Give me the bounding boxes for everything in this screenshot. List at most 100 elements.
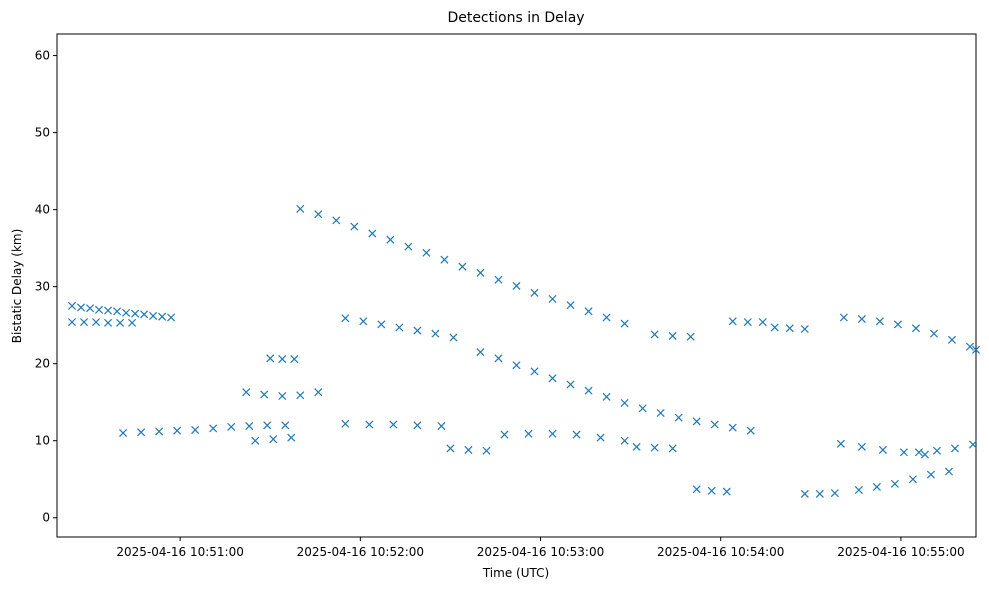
data-point bbox=[602, 392, 611, 401]
data-point bbox=[566, 301, 575, 310]
data-point bbox=[692, 485, 701, 494]
data-point bbox=[431, 329, 440, 338]
data-point bbox=[287, 433, 296, 442]
data-point bbox=[674, 413, 683, 422]
data-point bbox=[263, 421, 272, 430]
data-point bbox=[131, 309, 140, 318]
data-point bbox=[875, 317, 884, 326]
data-point bbox=[476, 348, 485, 357]
data-point bbox=[926, 470, 935, 479]
x-axis-label: Time (UTC) bbox=[482, 566, 549, 580]
data-point bbox=[365, 420, 374, 429]
data-point bbox=[95, 305, 104, 314]
data-point bbox=[158, 312, 167, 321]
data-point bbox=[872, 482, 881, 491]
data-point bbox=[908, 475, 917, 484]
data-point bbox=[413, 421, 422, 430]
data-point bbox=[404, 242, 413, 251]
data-point bbox=[476, 268, 485, 277]
data-point bbox=[242, 388, 251, 397]
data-point bbox=[692, 417, 701, 426]
data-point bbox=[530, 288, 539, 297]
data-point bbox=[104, 306, 113, 315]
data-point bbox=[620, 319, 629, 328]
data-point bbox=[77, 303, 86, 312]
data-point bbox=[464, 445, 473, 454]
data-point bbox=[710, 420, 719, 429]
data-point bbox=[572, 430, 581, 439]
x-axis: 2025-04-16 10:51:00 2025-04-16 10:52:00 20… bbox=[116, 537, 965, 559]
data-point bbox=[722, 487, 731, 496]
data-point bbox=[137, 428, 146, 437]
data-point bbox=[314, 388, 323, 397]
data-point bbox=[620, 436, 629, 445]
data-point bbox=[650, 330, 659, 339]
y-tick-label: 20 bbox=[35, 357, 50, 371]
data-point bbox=[227, 422, 236, 431]
data-point bbox=[899, 448, 908, 457]
data-point bbox=[548, 374, 557, 383]
data-point bbox=[278, 392, 287, 401]
data-point bbox=[707, 486, 716, 495]
data-point bbox=[128, 318, 137, 327]
data-point bbox=[296, 204, 305, 213]
data-point bbox=[944, 467, 953, 476]
plot-frame bbox=[56, 33, 977, 538]
data-point bbox=[746, 426, 755, 435]
data-point bbox=[770, 323, 779, 332]
data-point bbox=[728, 423, 737, 432]
data-point bbox=[458, 262, 467, 271]
data-point bbox=[341, 419, 350, 428]
data-point bbox=[830, 489, 839, 498]
data-point bbox=[800, 489, 809, 498]
data-point bbox=[602, 313, 611, 322]
data-point bbox=[422, 248, 431, 257]
data-point bbox=[548, 429, 557, 438]
y-tick-label: 30 bbox=[35, 280, 50, 294]
x-tick-label: 2025-04-16 10:51:00 bbox=[116, 545, 243, 559]
y-tick-label: 10 bbox=[35, 434, 50, 448]
data-point bbox=[446, 444, 455, 453]
chart-title: Detections in Delay bbox=[447, 10, 584, 26]
data-point bbox=[911, 324, 920, 333]
data-point bbox=[638, 404, 647, 413]
data-point bbox=[758, 318, 767, 327]
x-tick-label: 2025-04-16 10:53:00 bbox=[477, 545, 604, 559]
data-point bbox=[116, 318, 125, 327]
data-point bbox=[281, 421, 290, 430]
data-point bbox=[266, 354, 275, 363]
data-point bbox=[584, 386, 593, 395]
data-point bbox=[650, 443, 659, 452]
data-point bbox=[857, 314, 866, 324]
data-point bbox=[440, 255, 449, 264]
data-point bbox=[656, 408, 665, 418]
data-point bbox=[173, 426, 182, 435]
data-point bbox=[341, 314, 350, 323]
data-point bbox=[800, 324, 809, 334]
data-point bbox=[968, 440, 978, 449]
x-tick-label: 2025-04-16 10:54:00 bbox=[657, 545, 784, 559]
data-point bbox=[584, 307, 593, 316]
data-point bbox=[386, 235, 395, 244]
data-point bbox=[494, 354, 503, 363]
data-point bbox=[104, 318, 113, 327]
y-tick-label: 60 bbox=[35, 49, 50, 63]
data-point bbox=[437, 422, 446, 431]
data-point bbox=[377, 320, 386, 329]
data-point bbox=[209, 424, 218, 433]
data-point bbox=[893, 320, 902, 329]
data-point bbox=[140, 310, 149, 319]
data-points bbox=[67, 204, 981, 498]
data-point bbox=[890, 479, 899, 488]
data-point bbox=[278, 355, 287, 364]
data-point bbox=[395, 323, 404, 332]
data-point bbox=[524, 429, 533, 438]
data-point bbox=[113, 307, 122, 316]
data-point bbox=[350, 222, 359, 231]
data-point bbox=[80, 318, 89, 327]
data-point bbox=[314, 210, 323, 219]
data-point bbox=[67, 301, 77, 310]
data-point bbox=[854, 485, 863, 495]
x-tick-label: 2025-04-16 10:52:00 bbox=[297, 545, 424, 559]
